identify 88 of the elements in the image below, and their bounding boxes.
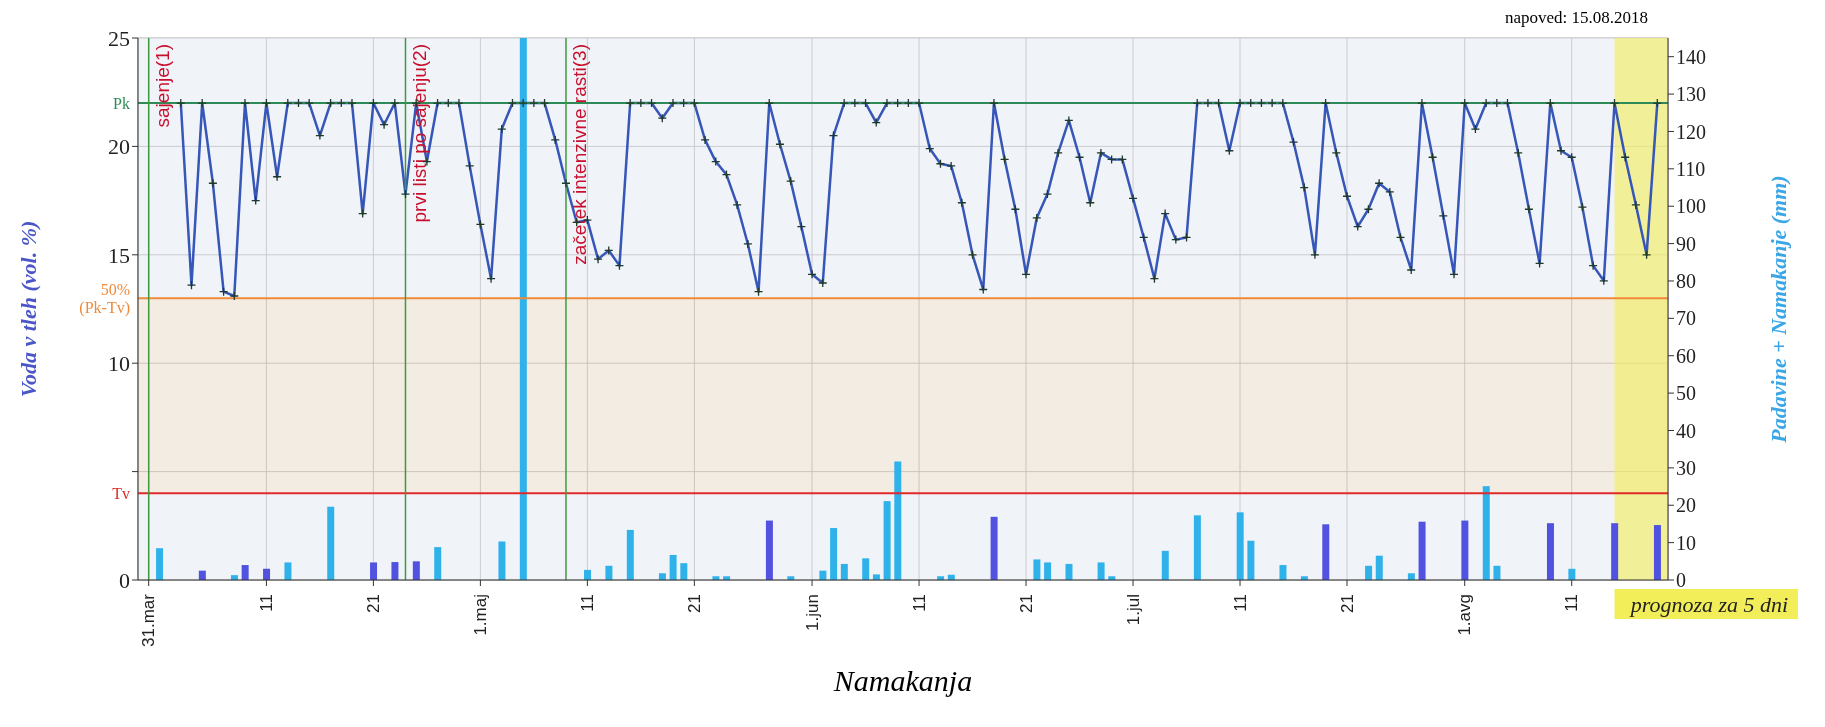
bar [1482,486,1490,580]
ref-line-label: 50% (Pk-Tv) [79,280,130,317]
ref-line-label: začetek intenzivne rasti(3) [569,44,591,265]
x-tick-label: 31.mar [139,593,159,647]
bar [156,548,164,580]
bar [434,547,442,580]
y2-tick-label: 100 [1676,195,1706,218]
bar [1546,523,1554,580]
bar [1236,512,1244,580]
y-tick-label: 0 [119,567,130,593]
y2-tick-label: 60 [1676,344,1696,367]
y-tick-label: 20 [108,134,130,160]
bar [1418,521,1426,580]
bar [680,563,688,580]
bar [1493,565,1501,580]
bar [862,558,870,580]
bar [1568,568,1576,580]
bar [391,562,399,580]
ref-line-label: Pk [113,94,130,112]
x-tick-label: 11 [1562,594,1582,612]
bar [765,520,773,580]
bar [241,565,249,580]
bar [872,574,880,580]
bar [840,563,848,580]
y2-tick-label: 110 [1676,157,1706,180]
bar [284,562,292,580]
band-label: prognoza za 5 dni [1628,591,1789,617]
x-tick-label: 1.avg [1455,594,1475,636]
y2-tick-label: 80 [1676,270,1696,293]
y-tick-label: 10 [108,351,130,377]
x-tick-label: 1.jun [802,594,822,631]
bar [1161,550,1169,580]
y2-tick-label: 130 [1676,83,1706,106]
y2-tick-label: 140 [1676,45,1706,68]
y-tick-label: 25 [108,25,130,51]
bar [263,568,271,580]
y2-tick-label: 50 [1676,382,1696,405]
y-tick-label: 15 [108,242,130,268]
y2-tick-label: 0 [1676,569,1686,592]
y2-tick-label: 70 [1676,307,1696,330]
bar [830,528,838,580]
y2-axis-title: Padavine + Namakanje (mm) [1765,175,1791,444]
y2-tick-label: 90 [1676,232,1696,255]
x-tick-label: 21 [684,594,704,613]
bar [1365,565,1373,580]
bar [669,554,677,580]
bar [1653,525,1661,580]
x-tick-label: 11 [577,594,597,612]
bar [1279,565,1287,580]
x-tick-label: 11 [256,594,276,612]
bar [498,541,506,580]
chart-title: napoved: 15.08.2018 [1504,8,1648,27]
bar [1461,520,1469,580]
x-tick-label: 1.jul [1123,594,1143,626]
bar [1322,524,1330,580]
bar [412,561,420,580]
x-tick-label: 21 [1016,594,1036,613]
ref-line-label: sajenje(1) [152,44,174,128]
y-axis-title: Voda v tleh (vol. %) [15,220,41,398]
y2-tick-label: 20 [1676,494,1696,517]
bar [1044,562,1052,580]
bar [1247,540,1255,580]
y2-tick-label: 120 [1676,120,1706,143]
bar [1375,555,1383,580]
bar [605,565,613,580]
y2-tick-label: 10 [1676,531,1696,554]
bar [626,529,634,580]
bar [370,562,378,580]
y2-tick-label: 30 [1676,456,1696,479]
x-tick-label: 21 [363,594,383,613]
x-tick-label: 11 [1230,594,1250,612]
x-axis-title: Namakanja [833,664,973,697]
bar [1193,515,1201,580]
bar [1097,562,1105,580]
bar [327,506,335,580]
bar [1033,559,1041,580]
bar [1065,563,1073,580]
x-tick-label: 11 [909,594,929,612]
bar [990,516,998,580]
x-tick-label: 21 [1337,594,1357,613]
bar [883,501,891,580]
ref-line-label: Tv [112,484,130,502]
bar [894,461,902,580]
x-tick-label: 1.maj [470,594,490,636]
ref-line-label: prvi listi po sajenju(2) [408,44,430,223]
bar [1611,523,1619,580]
bar [519,38,527,580]
y2-tick-label: 40 [1676,419,1696,442]
